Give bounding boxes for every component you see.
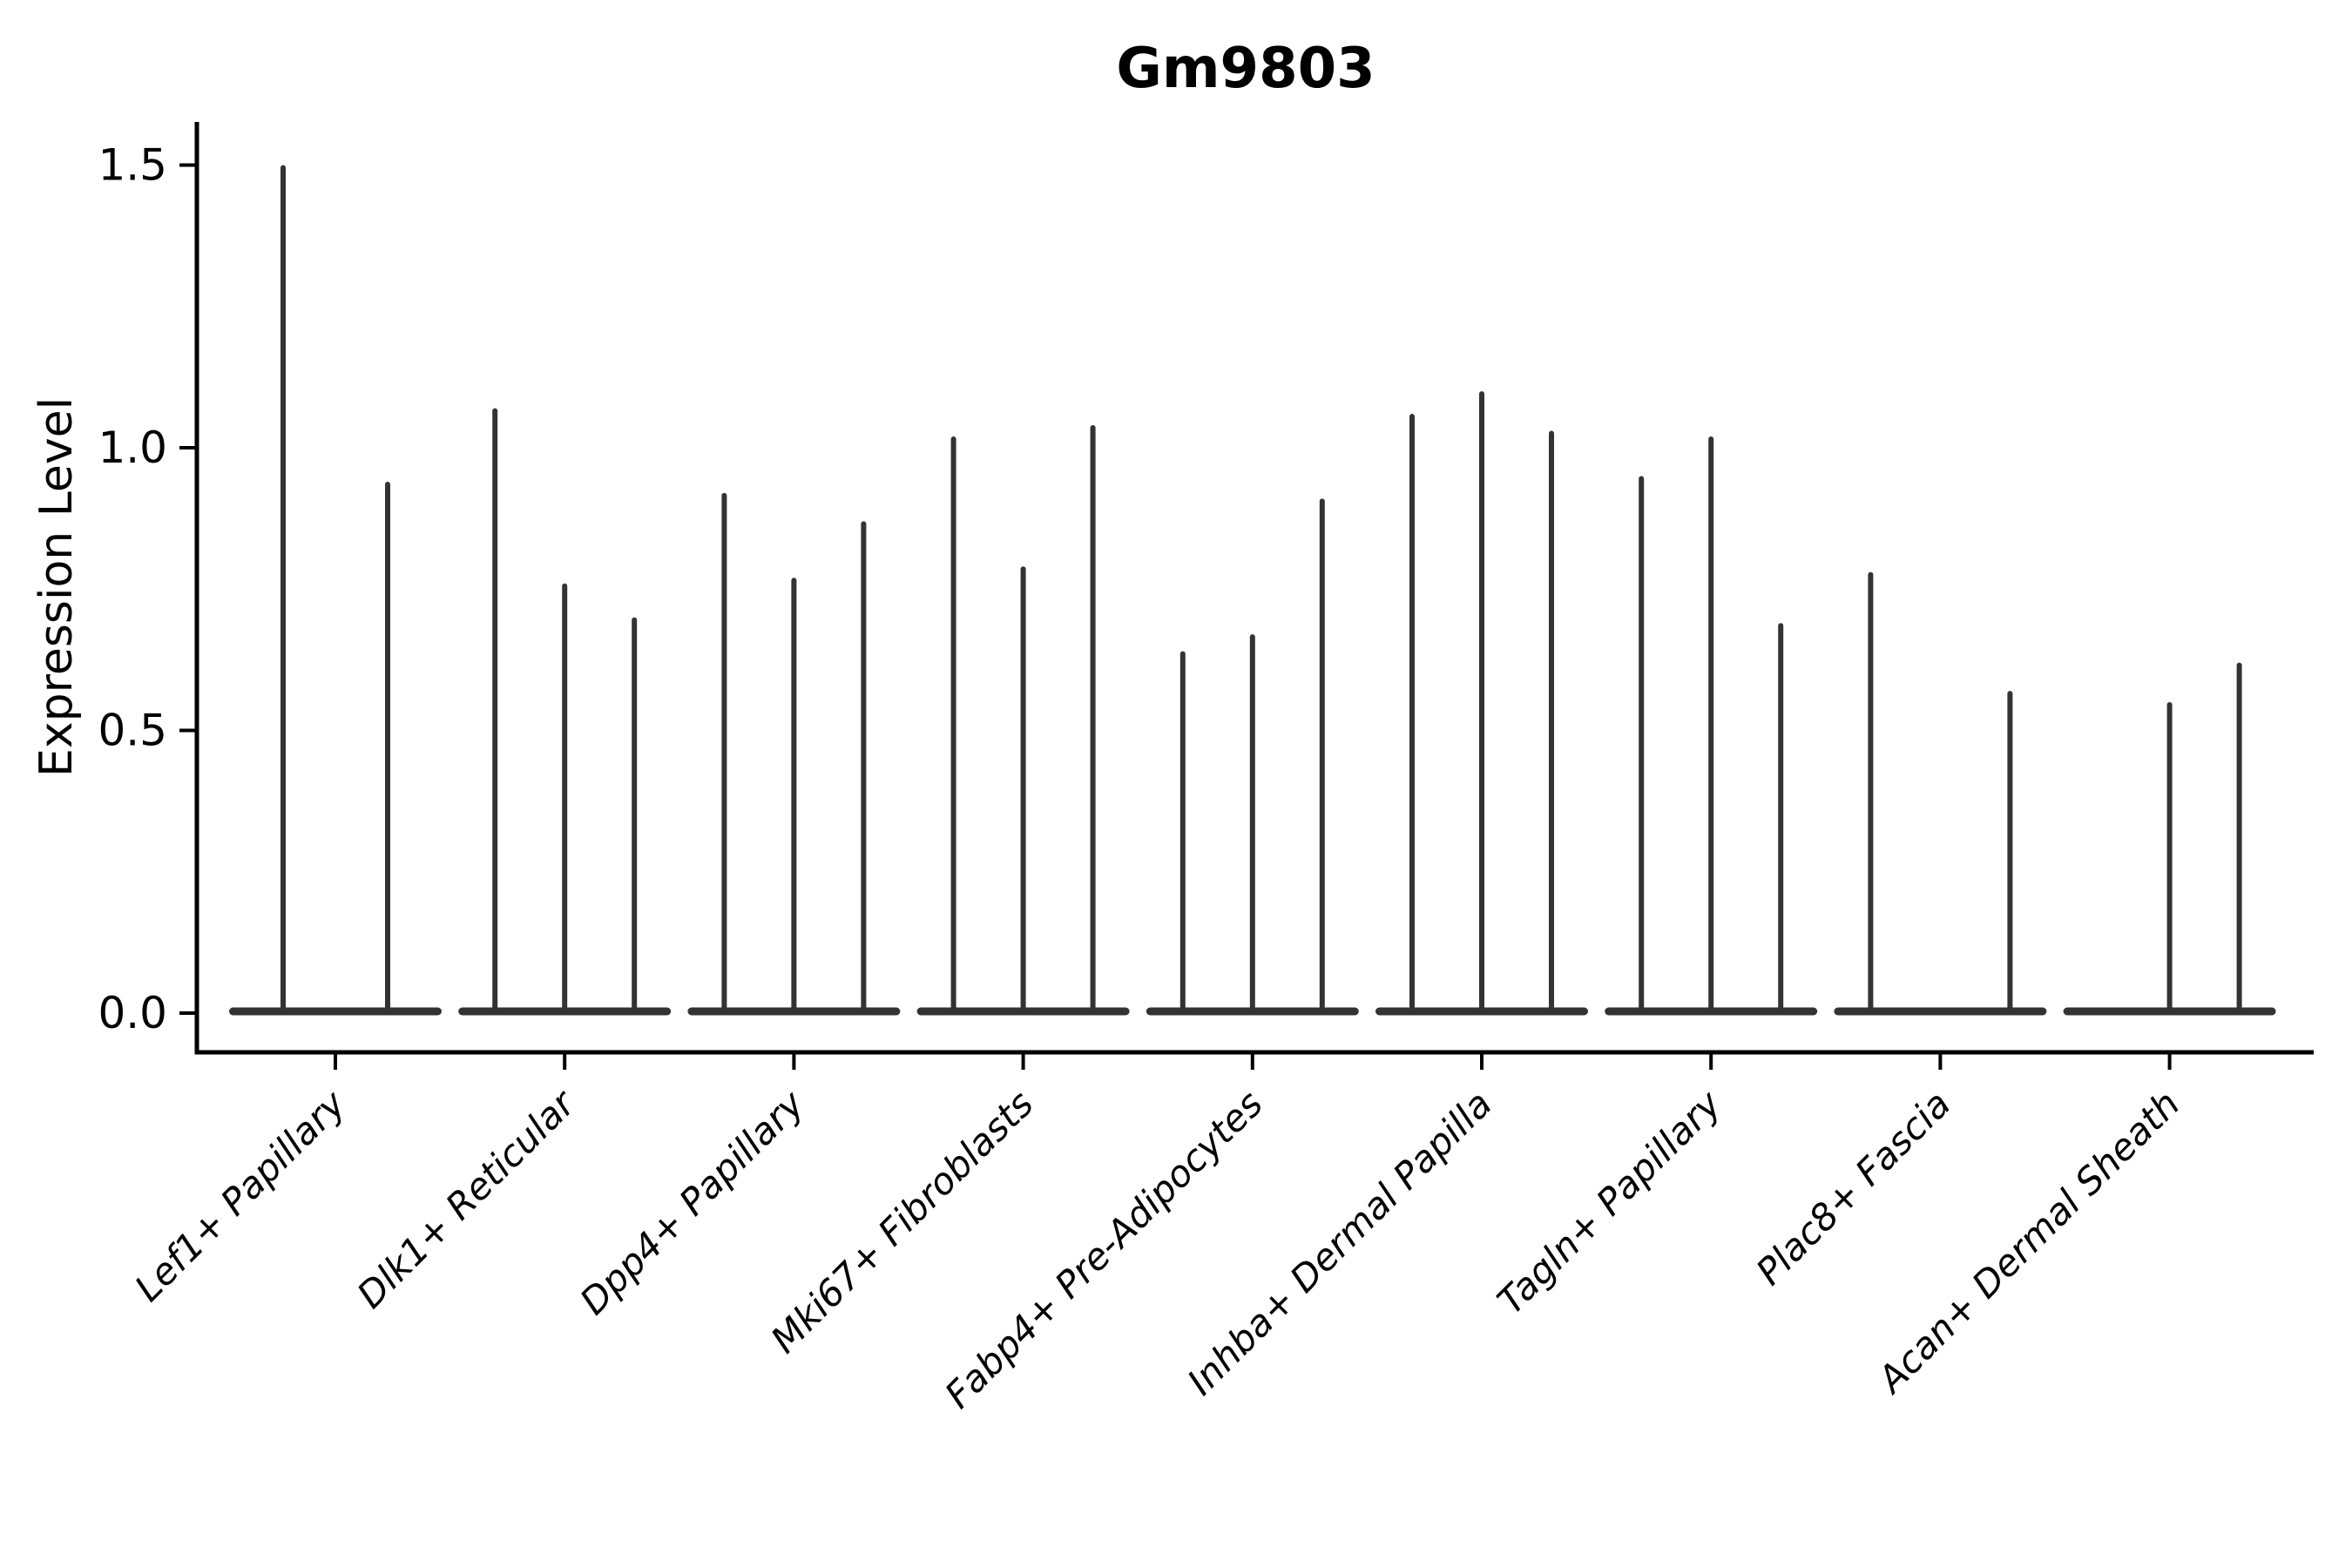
x-tick-label: Mki67+ Fibroblasts <box>762 1082 1041 1361</box>
violin-spike <box>1479 391 1484 1012</box>
y-tick-label: 1.5 <box>98 140 167 191</box>
violin-spike <box>721 492 727 1011</box>
violin-spike <box>1319 498 1325 1011</box>
violin-spike <box>2236 662 2242 1011</box>
violin-spike <box>385 481 390 1011</box>
violin-spike <box>1549 430 1554 1011</box>
violin-baseline <box>229 1007 442 1016</box>
violin-spike <box>492 408 498 1011</box>
violin-spike <box>1409 414 1415 1011</box>
x-tick-label: Dlk1+ Reticular <box>348 1080 585 1316</box>
violin-spike <box>2166 702 2173 1011</box>
violin-spike <box>632 617 638 1011</box>
violin-spike <box>1639 476 1645 1011</box>
violin-spike <box>861 521 867 1011</box>
y-tick-label: 0.0 <box>98 988 167 1038</box>
violin-spike <box>2007 691 2013 1011</box>
violin-spike <box>791 578 797 1011</box>
x-tick-label: Dpp4+ Papillary <box>571 1082 813 1323</box>
violin-spike <box>1090 425 1096 1011</box>
x-tick-label: Lef1+ Papillary <box>126 1082 355 1310</box>
violin-spike <box>1868 571 1874 1011</box>
violin-spike <box>562 583 568 1011</box>
violin-spike <box>1249 634 1255 1011</box>
violin-spike <box>1708 436 1714 1011</box>
violin-baseline <box>1834 1007 2047 1016</box>
y-tick-label: 0.5 <box>98 706 167 756</box>
violin-spike <box>280 165 286 1011</box>
chart-title: Gm9803 <box>1116 37 1375 101</box>
x-tick-label: Tagln+ Papillary <box>1489 1082 1730 1323</box>
x-tick-label: Plac8+ Fascia <box>1747 1082 1958 1293</box>
y-axis-label: Expression Level <box>30 397 83 777</box>
y-tick-label: 1.0 <box>98 422 167 473</box>
violin-spike <box>1778 623 1784 1011</box>
violin-spike <box>1179 651 1186 1011</box>
violin-spike <box>1020 566 1026 1011</box>
violin-spike <box>950 436 956 1011</box>
